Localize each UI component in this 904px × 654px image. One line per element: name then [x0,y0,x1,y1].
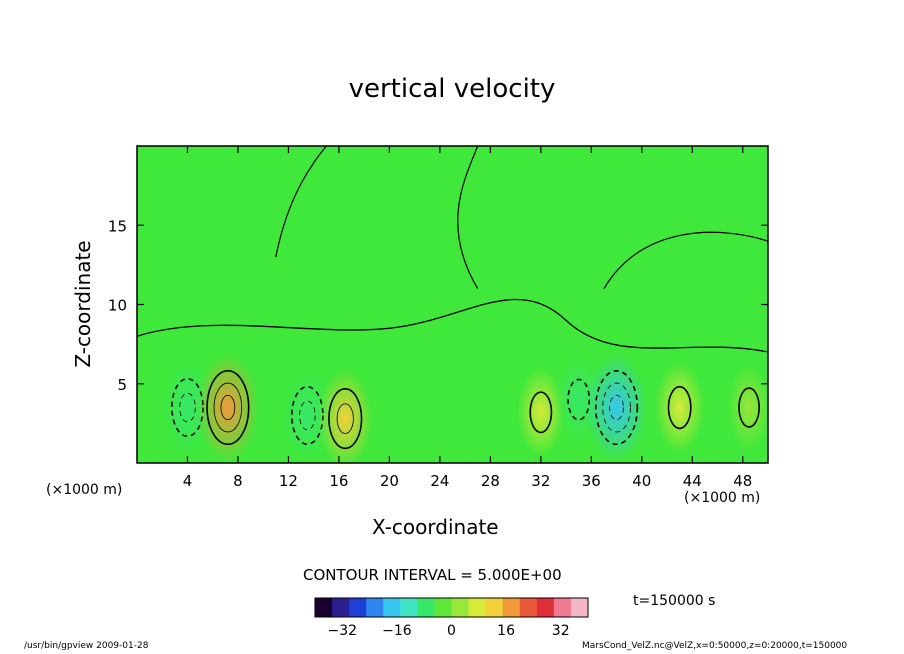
contour-line [179,392,196,423]
colorbar-tick-label: 0 [447,623,456,639]
colorbar-tick-label: −32 [328,623,358,639]
x-tick-label: 8 [233,472,243,490]
colorbar-segment [570,598,589,617]
contour-line [738,387,760,428]
colorbar-segment [332,598,350,617]
colorbar-segment [519,598,538,617]
chart-title: vertical velocity [348,74,556,104]
contour-line [220,394,236,421]
colorbar-segment [366,598,384,617]
contour-line [609,394,624,421]
x-tick-label: 48 [733,472,752,490]
colorbar-segment [383,598,401,617]
y-unit-label: (×1000 m) [46,482,123,498]
contour-line [336,403,354,434]
x-tick-label: 40 [632,472,651,490]
x-tick-label: 44 [683,472,702,490]
zero-contour [136,298,769,353]
footer-right: MarsCond_VelZ.nc@VelZ,x=0:50000,z=0:2000… [582,641,848,651]
x-unit-label: (×1000 m) [684,490,761,506]
field-feature [654,361,705,454]
field-feature [517,367,565,458]
y-axis-label: Z-coordinate [71,240,95,368]
contour-line [328,388,363,450]
x-tick-label: 16 [329,472,348,490]
x-tick-label: 32 [531,472,550,490]
colorbar-segment [536,598,555,617]
x-tick-label: 24 [430,472,449,490]
field-feature [585,353,648,462]
upper-contours [275,145,769,289]
colorbar-segment [553,598,572,617]
contour-line [602,382,631,433]
colorbar-segment [417,598,435,617]
colorbar-segment [400,598,418,617]
contour-line [529,391,553,434]
contour-line [206,370,250,446]
colorbar-segment [451,598,470,617]
colorbar-tick-label: 32 [552,623,570,639]
colorbar-segment [468,598,487,617]
field-feature [197,353,259,462]
colorbar-segment [349,598,367,617]
contour-interval-text: CONTOUR INTERVAL = 5.000E+00 [303,566,562,584]
contour-line [299,400,316,431]
y-tick-label: 5 [117,376,127,394]
x-axis-label: X-coordinate [372,515,499,539]
x-tick-label: 28 [481,472,500,490]
colorbar-tick-label: 16 [497,623,515,639]
contour-line [667,385,692,430]
field-feature [318,369,373,469]
time-label: t=150000 s [633,593,716,609]
x-tick-label: 12 [279,472,298,490]
x-tick-label: 20 [380,472,399,490]
colorbar-segment [502,598,521,617]
field-feature [726,364,772,451]
footer-left: /usr/bin/gpview 2009-01-28 [24,641,149,651]
field-feature [281,367,334,464]
contour-line [213,382,243,433]
colorbar-segment [315,598,333,617]
x-tick-label: 4 [183,472,193,490]
colorbar-segment [485,598,504,617]
colorbar-frame [314,597,589,618]
x-tick-label: 36 [582,472,601,490]
colorbar-segment [434,598,452,617]
contour-line [594,370,639,446]
colorbar-tick-label: −16 [382,623,412,639]
y-tick-label: 15 [108,217,127,235]
y-tick-label: 10 [108,297,127,315]
